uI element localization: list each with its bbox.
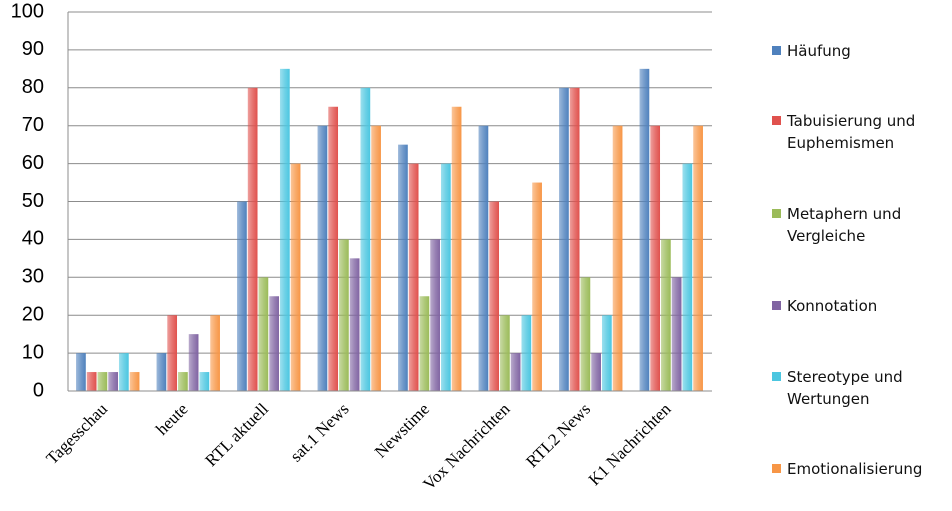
- legend-swatch: [772, 301, 781, 311]
- legend-label: Konnotation: [787, 297, 878, 316]
- bar: [671, 277, 682, 391]
- bar: [97, 372, 108, 391]
- bar: [118, 353, 129, 391]
- bar: [258, 277, 269, 391]
- bar: [559, 87, 569, 392]
- y-tick-label: 40: [22, 228, 44, 250]
- bar: [682, 163, 693, 391]
- bar: [478, 125, 489, 391]
- bar: [371, 125, 381, 391]
- bar: [693, 125, 703, 391]
- bar: [489, 201, 500, 391]
- bar: [188, 334, 199, 391]
- bar: [612, 125, 623, 391]
- bar: [279, 68, 290, 391]
- bar: [328, 106, 339, 391]
- legend-label: Metaphern und Vergleiche: [787, 204, 902, 245]
- bar: [661, 239, 671, 391]
- y-tick-label: 0: [33, 379, 44, 401]
- legend-item: Emotionalisierung: [772, 458, 947, 480]
- legend-label: Emotionalisierung: [787, 459, 923, 478]
- y-tick-label: 90: [22, 38, 44, 60]
- bar: [339, 239, 349, 391]
- bar: [532, 182, 542, 391]
- y-tick-label: 100: [11, 0, 44, 22]
- bar: [580, 277, 591, 391]
- bar: [317, 125, 328, 391]
- bar: [430, 239, 440, 391]
- bar: [451, 106, 462, 391]
- bar: [237, 201, 247, 391]
- bar: [178, 372, 188, 391]
- y-tick-label: 80: [22, 76, 44, 98]
- bar: [360, 87, 371, 392]
- legend-label: Stereotype und Wertungen: [787, 367, 903, 408]
- x-tick-label: RTL2 News: [522, 399, 594, 471]
- legend-swatch: [772, 371, 781, 381]
- legend-swatch: [772, 46, 781, 55]
- bar: [591, 353, 601, 391]
- bar: [639, 68, 650, 391]
- bar: [269, 296, 279, 391]
- y-tick-label: 20: [22, 303, 44, 325]
- bar: [167, 315, 178, 391]
- x-tick-label: Newstime: [371, 399, 433, 461]
- y-tick-label: 60: [22, 152, 44, 174]
- legend-swatch: [772, 463, 781, 473]
- bar: [601, 315, 612, 391]
- legend-item: Tabuisierung und Euphemismen: [772, 110, 947, 154]
- bar: [521, 315, 532, 391]
- bar: [419, 296, 430, 391]
- bar: [210, 315, 220, 391]
- y-tick-label: 10: [22, 341, 44, 363]
- bar: [108, 372, 118, 391]
- bar: [86, 372, 97, 391]
- legend-item: Metaphern und Vergleiche: [772, 203, 947, 247]
- x-tick-label: K1 Nachrichten: [585, 399, 675, 489]
- legend: Häufung Tabuisierung und Euphemismen Metap…: [772, 40, 947, 480]
- bar: [349, 258, 360, 391]
- legend-swatch: [772, 208, 781, 218]
- bar: [408, 163, 419, 391]
- bar: [199, 372, 210, 391]
- legend-item: Stereotype und Wertungen: [772, 366, 947, 410]
- bar: [290, 163, 301, 391]
- bar: [398, 144, 408, 391]
- legend-item: Konnotation: [772, 295, 947, 317]
- legend-item: Häufung: [772, 40, 947, 62]
- bar: [76, 353, 86, 391]
- bar: [650, 125, 661, 391]
- legend-label: Häufung: [787, 42, 851, 60]
- bar: [569, 87, 580, 392]
- y-tick-label: 50: [22, 190, 44, 212]
- x-tick-label: sat.1 News: [286, 399, 352, 465]
- bar: [500, 315, 510, 391]
- bar: [440, 163, 451, 391]
- legend-swatch: [772, 116, 781, 126]
- bar: [510, 353, 521, 391]
- x-tick-label: Vox Nachrichten: [419, 399, 514, 494]
- bar: [156, 353, 167, 391]
- legend-label: Tabuisierung und Euphemismen: [787, 112, 916, 153]
- bar: [247, 87, 258, 392]
- y-tick-label: 30: [22, 266, 44, 288]
- bar: [129, 372, 140, 391]
- x-tick-label: heute: [152, 399, 191, 438]
- x-tick-label: Tagesschau: [42, 399, 111, 468]
- x-tick-label: RTL aktuell: [201, 399, 272, 470]
- y-tick-label: 70: [22, 114, 44, 136]
